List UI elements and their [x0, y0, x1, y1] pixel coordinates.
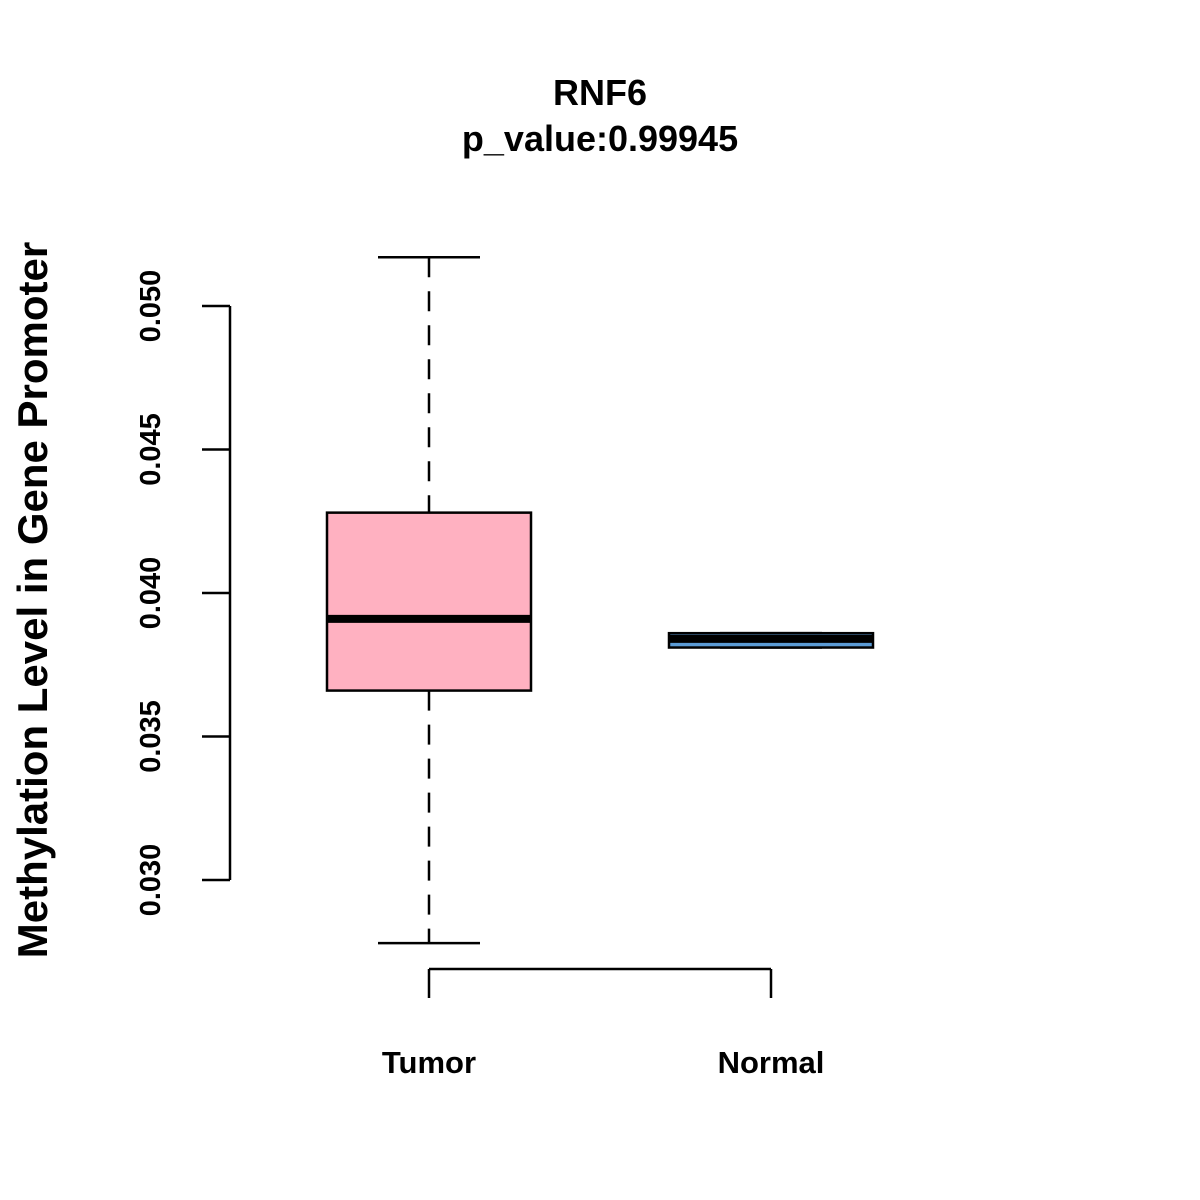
x-tick-label: Normal: [718, 1045, 825, 1080]
y-axis: 0.030 0.035 0.040 0.045 0.050: [135, 270, 232, 917]
box-normal: [667, 631, 875, 649]
chart-subtitle: p_value:0.99945: [462, 118, 738, 159]
y-tick-label: 0.050: [135, 270, 167, 343]
box-rect: [325, 511, 533, 692]
y-tick-label: 0.030: [135, 844, 167, 917]
y-tick-label: 0.040: [135, 557, 167, 630]
box-tumor: [325, 255, 533, 945]
boxes-group: [325, 255, 875, 945]
y-tick-label: 0.045: [135, 413, 167, 486]
x-tick-label: Tumor: [382, 1045, 476, 1080]
x-axis: Tumor Normal: [382, 967, 825, 1080]
y-tick-label: 0.035: [135, 700, 167, 773]
y-axis-label: Methylation Level in Gene Promoter: [9, 242, 56, 958]
chart-title: RNF6: [553, 72, 647, 113]
